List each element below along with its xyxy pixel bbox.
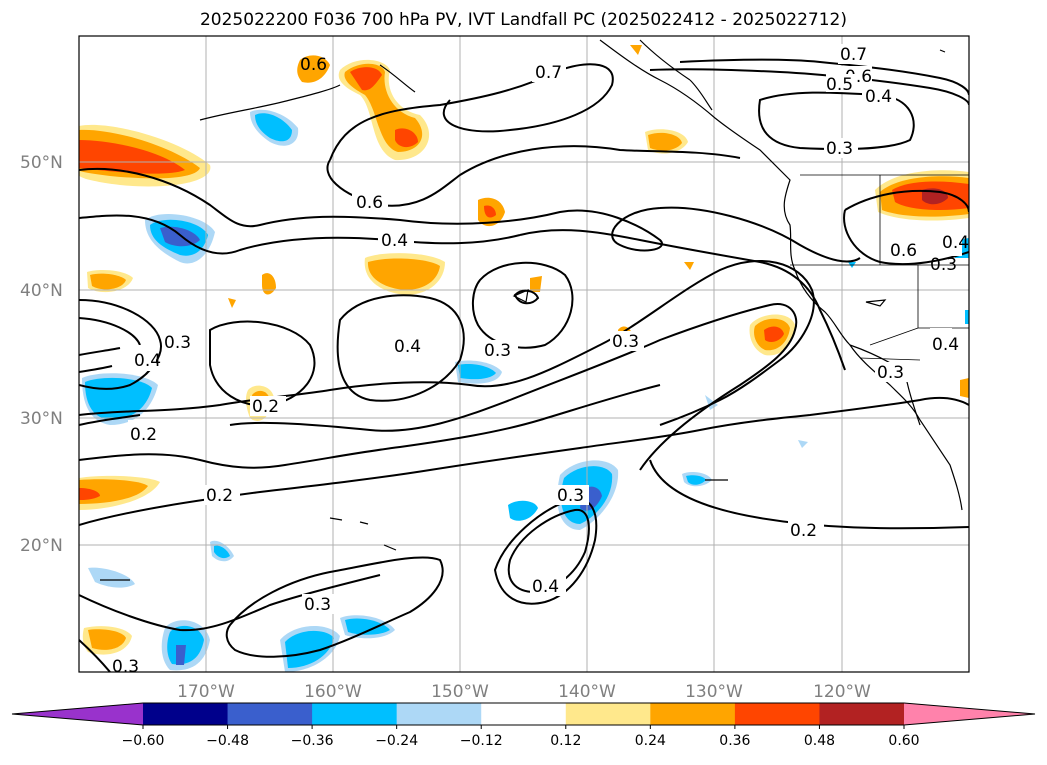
contour-labels: 0.7 0.6 0.5 0.4 0.3 0.6 0.7 0.6 0.4 0.4 … [112,44,969,677]
colorbar-segment [565,703,651,725]
lon-label-150w: 150°W [431,682,489,702]
colorbar-tick-label: −0.24 [375,733,418,749]
colorbar-segment [734,703,820,725]
colorbar-segment [227,703,313,725]
lat-label-30n: 30°N [20,409,63,429]
contour-label: 0.7 [535,63,562,83]
contour-label: 0.6 [300,55,327,75]
colorbar: −0.60 −0.48 −0.36 −0.24 −0.12 0.12 0.24 0.36 0.4… [11,702,1036,749]
colorbar-segment [481,703,567,725]
contour-label: 0.3 [164,333,191,353]
contour-label: 0.2 [790,521,817,541]
contour-label: 0.3 [612,332,639,352]
graticule [79,36,969,672]
contour-label: 0.3 [112,657,139,677]
negative-shading [82,109,969,672]
lon-label-130w: 130°W [685,682,743,702]
positive-shading [79,45,969,655]
contour-label: 0.3 [877,363,904,383]
lat-label-20n: 20°N [20,536,63,556]
colorbar-segment [143,703,229,725]
contour-label: 0.4 [394,337,421,357]
contour-label: 0.4 [932,335,959,355]
colorbar-segment [650,703,736,725]
colorbar-tick-label: −0.48 [206,733,249,749]
contour-label: 0.3 [484,341,511,361]
lon-label-140w: 140°W [558,682,616,702]
colorbar-tick-label: 0.24 [635,733,666,749]
colorbar-extend-min [12,703,143,725]
lon-label-170w: 170°W [177,682,235,702]
contour-label: 0.4 [865,87,892,107]
colorbar-tick-label: −0.36 [291,733,334,749]
map-plot-area: 0.7 0.6 0.5 0.4 0.3 0.6 0.7 0.6 0.4 0.4 … [79,36,969,677]
colorbar-tick-label: −0.12 [460,733,503,749]
colorbar-tick-label: 0.60 [888,733,919,749]
contour-label: 0.2 [130,425,157,445]
latitude-labels: 50°N 40°N 30°N 20°N [20,153,63,556]
colorbar-tick-label: 0.48 [804,733,835,749]
lon-label-160w: 160°W [304,682,362,702]
colorbar-segment [396,703,482,725]
contour-label: 0.4 [942,233,969,253]
plot-frame [78,35,970,673]
lat-label-50n: 50°N [20,153,63,173]
colorbar-segment [819,703,905,725]
colorbar-extend-max [904,703,1035,725]
contour-label: 0.3 [930,255,957,275]
contour-label: 0.3 [557,486,584,506]
contour-label: 0.3 [826,139,853,159]
longitude-labels: 170°W 160°W 150°W 140°W 130°W 120°W [177,682,871,702]
contour-label: 0.6 [890,241,917,261]
colorbar-segment [312,703,398,725]
map-title: 2025022200 F036 700 hPa PV, IVT Landfall… [199,10,847,30]
lat-label-40n: 40°N [20,281,63,301]
contour-label: 0.2 [206,486,233,506]
contour-label: 0.4 [532,577,559,597]
colorbar-tick-label: 0.36 [719,733,750,749]
contour-label: 0.6 [356,193,383,213]
lon-label-120w: 120°W [813,682,871,702]
contour-label: 0.4 [134,351,161,371]
colorbar-tick-label: 0.12 [550,733,581,749]
contour-label: 0.4 [381,231,408,251]
contour-label: 0.3 [304,595,331,615]
contour-label: 0.7 [840,45,867,65]
colorbar-tick-label: −0.60 [122,733,165,749]
contour-label: 0.2 [252,397,279,417]
contour-label: 0.5 [826,75,853,95]
